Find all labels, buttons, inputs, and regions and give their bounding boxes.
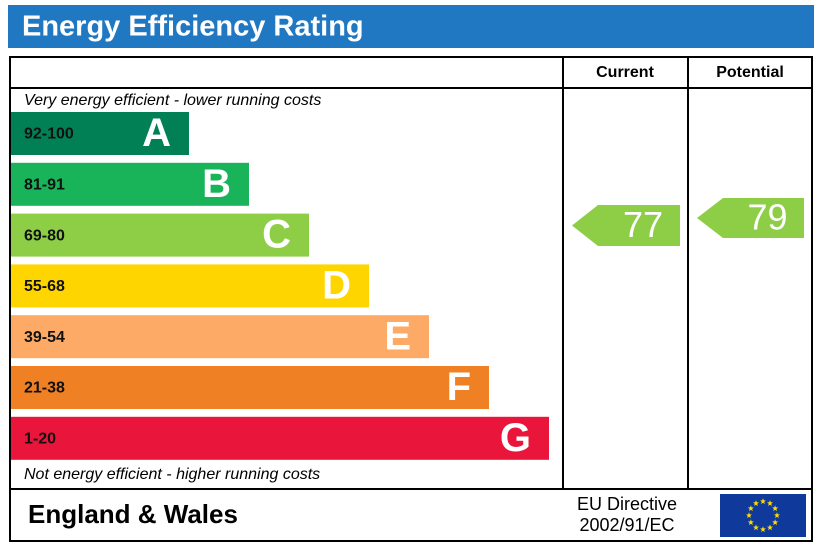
band [11, 366, 489, 409]
band-range: 92-100 [24, 126, 74, 143]
rating-arrow [572, 205, 680, 246]
eu-star [767, 524, 773, 531]
rating-value: 77 [623, 204, 663, 245]
band-range: 55-68 [24, 278, 65, 295]
column-header: Current [596, 64, 654, 81]
eu-star [753, 524, 759, 531]
directive: 2002/91/EC [579, 515, 674, 535]
band [11, 315, 429, 359]
band-letter: G [500, 416, 531, 460]
band-letter: B [202, 162, 231, 206]
band-range: 69-80 [24, 227, 65, 244]
bottom-note: Not energy efficient - higher running co… [24, 466, 320, 483]
band [11, 213, 309, 257]
directive: EU Directive [577, 494, 677, 514]
band-letter: D [322, 263, 351, 307]
eu-star [746, 512, 752, 519]
frame [9, 56, 813, 542]
band-letter: A [142, 111, 171, 155]
top-note: Very energy efficient - lower running co… [24, 92, 321, 109]
band [11, 112, 189, 155]
eu-star [772, 505, 779, 512]
eu-star [747, 519, 754, 526]
eu-star [753, 500, 759, 506]
band-letter: E [384, 314, 411, 358]
rating-arrow [697, 198, 804, 238]
band-range: 21-38 [24, 380, 65, 397]
eu-star [767, 500, 773, 506]
band-range: 39-54 [24, 329, 65, 346]
band [11, 162, 249, 206]
eu-stars [746, 498, 780, 533]
eu-star [760, 498, 766, 505]
band [11, 416, 549, 460]
eu-star [760, 526, 766, 533]
region: England & Wales [28, 499, 238, 529]
eu-star [747, 505, 754, 512]
band-letter: F [447, 365, 471, 409]
eu-star [774, 512, 780, 519]
column-header: Potential [716, 64, 784, 81]
title-bar [8, 5, 814, 48]
band [11, 264, 369, 308]
band-letter: C [262, 213, 291, 257]
eu-star [772, 519, 779, 526]
rating-value: 79 [747, 197, 787, 238]
title: Energy Efficiency Rating [22, 11, 364, 43]
band-range: 1-20 [24, 431, 56, 448]
band-range: 81-91 [24, 177, 65, 194]
